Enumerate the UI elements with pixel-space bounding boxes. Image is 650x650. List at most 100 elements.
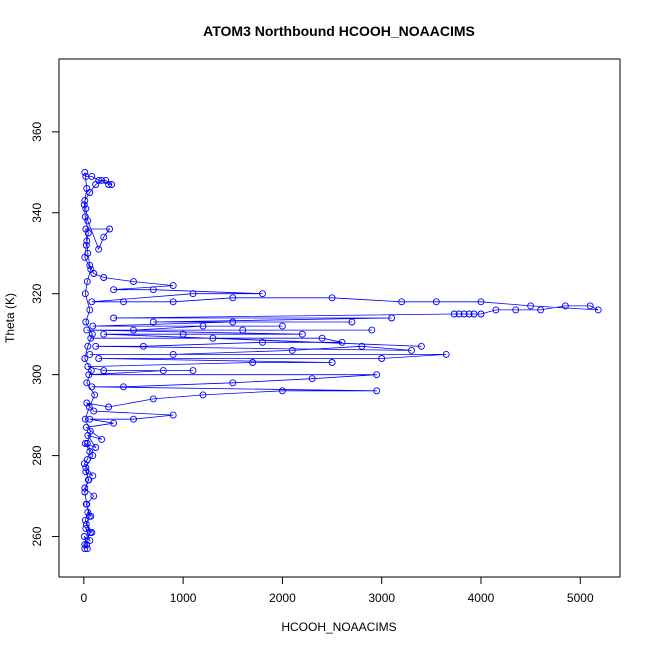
y-tick-label: 360 — [30, 122, 44, 142]
data-point — [95, 245, 103, 253]
data-point — [86, 350, 94, 358]
data-point — [209, 334, 217, 342]
y-axis-label: Theta (K) — [3, 293, 17, 343]
data-point — [398, 298, 406, 306]
data-point — [594, 306, 602, 314]
data-point — [89, 472, 97, 480]
data-point — [82, 464, 90, 472]
data-point — [259, 290, 266, 298]
data-point — [130, 326, 137, 334]
data-point — [288, 346, 296, 354]
data-point — [106, 225, 114, 233]
data-point — [80, 201, 88, 209]
data-point — [512, 306, 520, 314]
data-point — [537, 306, 545, 314]
data-point — [348, 318, 356, 326]
data-point — [82, 423, 90, 431]
data-point — [88, 330, 96, 338]
data-point — [298, 330, 306, 338]
data-point — [189, 290, 197, 298]
data-point — [229, 318, 237, 326]
data-point — [130, 278, 137, 286]
x-tick-label: 4000 — [468, 591, 495, 605]
data-point — [82, 468, 90, 476]
data-point — [328, 294, 336, 302]
data-point — [358, 342, 366, 350]
y-tick-label: 320 — [30, 283, 44, 303]
data-point — [492, 306, 500, 314]
data-point — [465, 310, 473, 318]
data-point — [229, 379, 237, 387]
data-point — [100, 274, 108, 281]
x-tick-label: 3000 — [368, 591, 395, 605]
data-point — [90, 407, 98, 415]
data-point — [368, 326, 376, 334]
data-point — [586, 302, 594, 310]
data-point — [308, 375, 316, 383]
data-point — [87, 334, 95, 342]
data-point — [278, 322, 286, 330]
data-point — [100, 367, 108, 375]
data-point — [83, 326, 91, 334]
x-tick-label: 2000 — [269, 591, 296, 605]
data-point — [442, 350, 450, 358]
data-point — [92, 444, 100, 451]
data-point — [86, 415, 94, 423]
data-point — [470, 310, 478, 318]
data-point — [373, 387, 381, 395]
data-point — [83, 456, 91, 464]
data-point — [80, 533, 88, 540]
data-point — [90, 492, 98, 500]
data-point — [83, 185, 91, 192]
data-point — [83, 278, 91, 286]
data-point — [81, 290, 89, 298]
data-point — [95, 176, 103, 184]
data-point — [169, 298, 177, 306]
data-point — [149, 318, 157, 326]
data-point — [81, 488, 89, 496]
data-point — [373, 371, 381, 379]
data-point — [100, 330, 108, 338]
data-point — [417, 342, 425, 350]
data-point — [89, 452, 97, 460]
x-tick-label: 0 — [80, 591, 87, 605]
data-point — [89, 322, 97, 330]
data-point — [81, 355, 89, 362]
data-point — [87, 265, 95, 273]
data-point — [82, 205, 90, 213]
data-point — [84, 476, 92, 484]
data-point — [249, 359, 257, 366]
data-point — [82, 241, 90, 249]
data-point — [388, 314, 396, 322]
data-point — [91, 391, 99, 399]
data-point — [328, 359, 336, 366]
data-point — [85, 403, 93, 411]
data-point — [83, 237, 91, 245]
data-point — [527, 302, 535, 310]
plot-frame — [58, 58, 621, 578]
y-axis: 260 280 300 320 340 360 — [30, 122, 59, 547]
data-point — [81, 484, 89, 492]
data-point — [477, 310, 485, 318]
data-point — [169, 350, 177, 358]
chart-title: ATOM3 Northbound HCOOH_NOAACIMS — [203, 23, 475, 39]
data-point — [108, 181, 116, 188]
data-point — [229, 294, 237, 302]
data-point — [100, 233, 108, 241]
data-point — [81, 516, 89, 524]
x-tick-label: 5000 — [567, 591, 594, 605]
data-point — [81, 440, 89, 447]
data-point — [199, 322, 207, 330]
data-point — [199, 391, 207, 399]
y-tick-label: 340 — [30, 202, 44, 222]
data-point — [98, 435, 106, 443]
x-tick-label: 1000 — [170, 591, 197, 605]
data-point — [102, 176, 110, 184]
data-point — [82, 524, 90, 532]
data-point — [83, 379, 91, 387]
data-point — [455, 310, 463, 318]
data-point — [408, 346, 415, 354]
data-point — [477, 298, 485, 306]
data-point — [86, 529, 94, 536]
